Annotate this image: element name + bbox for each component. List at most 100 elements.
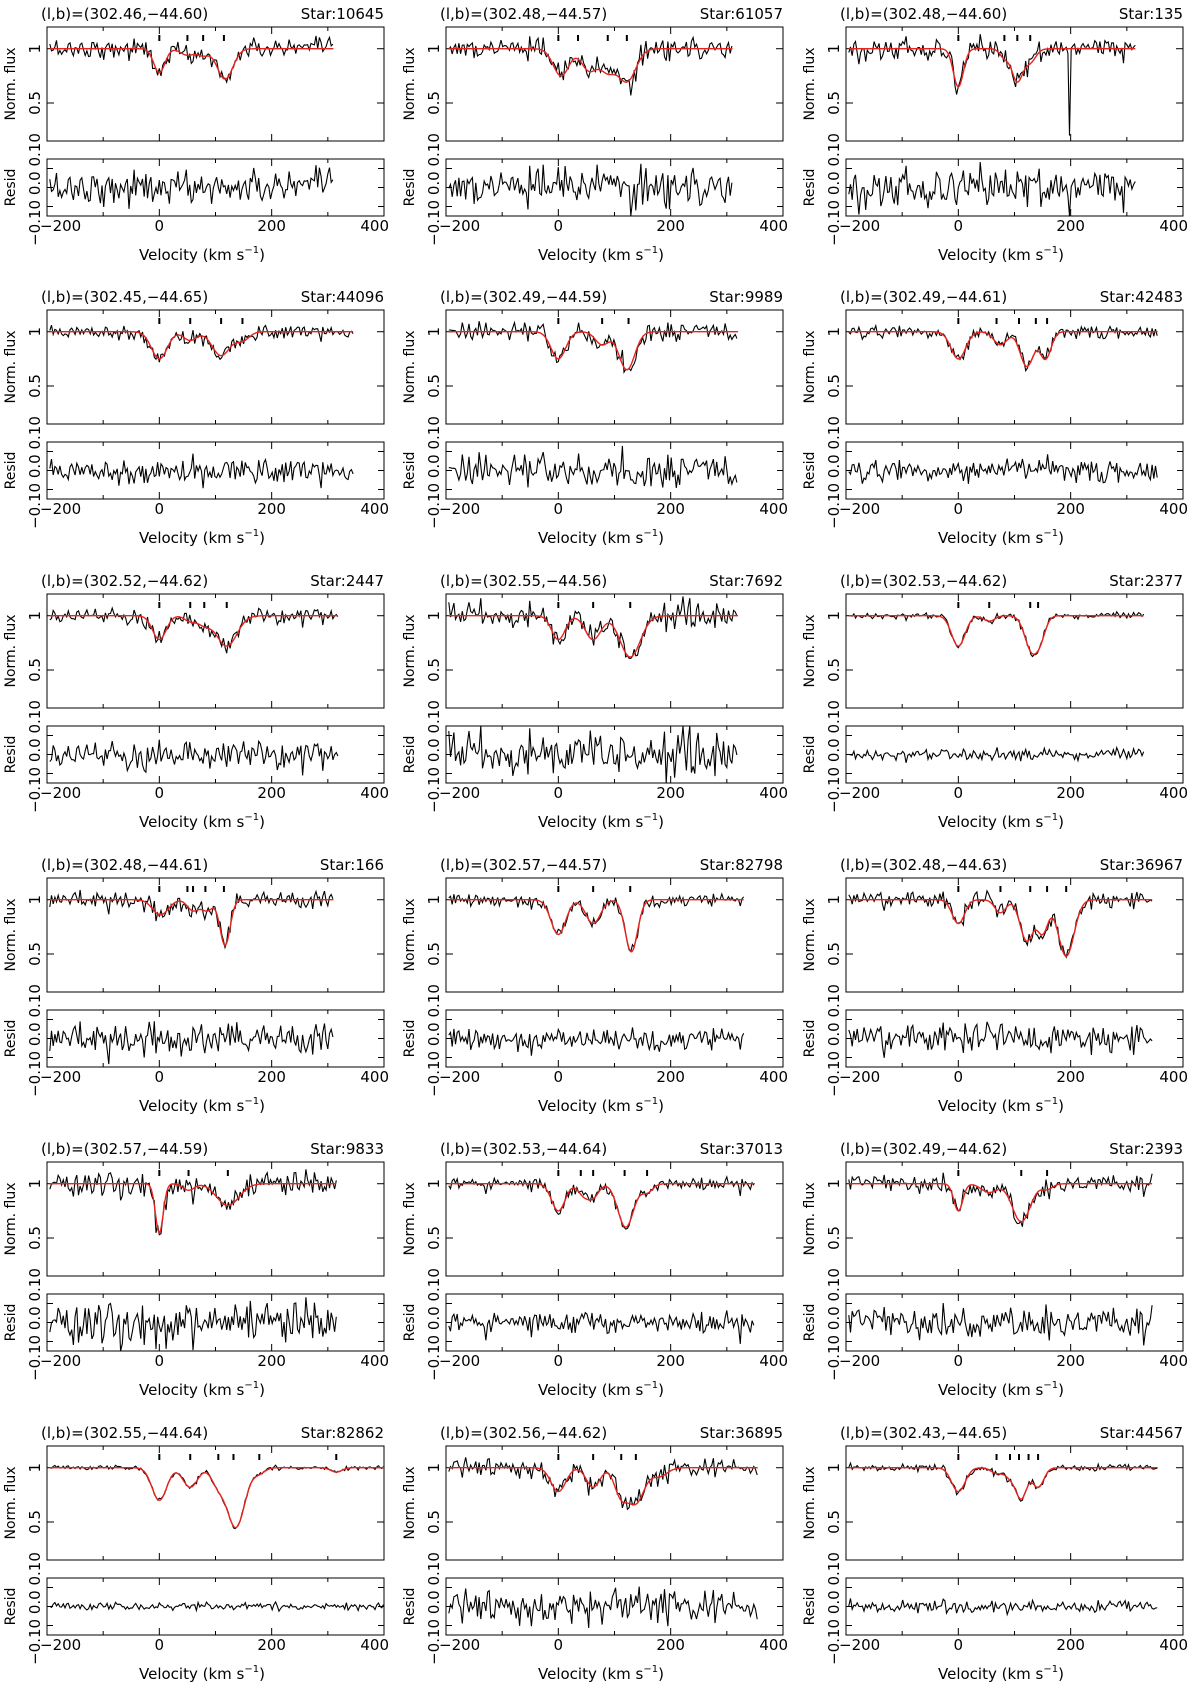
residual-tick-label: 0.0: [825, 1586, 843, 1615]
x-axis-label: Velocity (km s−1): [538, 1664, 664, 1683]
residual-tick-labels: −0.10 0.0 0.10: [825, 1552, 843, 1665]
spectrum-panel: (l,b)=(302.53,−44.64) Star:37013 1 0.5 −0.10…: [402, 1140, 788, 1399]
x-axis-label: Velocity (km s−1): [938, 1664, 1064, 1683]
residual-tick-label: 0.0: [425, 1302, 443, 1331]
x-tick-label: 400: [360, 1352, 389, 1370]
flux-data-line: [49, 1169, 337, 1236]
residual-line: [448, 725, 738, 784]
residual-tick-label: 0.10: [425, 984, 443, 1017]
flux-tick-label: 0.5: [425, 942, 443, 966]
panel-star-label: Star:61057: [700, 5, 783, 23]
x-tick-label: 0: [155, 217, 165, 235]
residual-tick-label: −0.10: [26, 1046, 44, 1097]
spectrum-panel: (l,b)=(302.48,−44.63) Star:36967 1 0.5 −0.10…: [802, 856, 1188, 1115]
x-tick-label: 400: [360, 500, 389, 518]
residual-axis-label: Resid: [802, 1588, 818, 1626]
residual-tick-labels: −0.10 0.0 0.10: [825, 133, 843, 246]
residual-axis-label: Resid: [3, 169, 19, 207]
residual-tick-label: 0.10: [26, 1552, 44, 1585]
flux-tick-label: 1: [825, 1179, 843, 1189]
residual-tick-label: 0.0: [825, 167, 843, 196]
x-tick-label: 400: [1159, 500, 1188, 518]
flux-panel-frame: [445, 593, 784, 709]
residual-tick-labels: −0.10 0.0 0.10: [825, 1268, 843, 1381]
x-tick-label: 0: [954, 1352, 964, 1370]
x-axis-label: Velocity (km s−1): [538, 528, 664, 547]
model-fit-line: [848, 615, 1144, 655]
residual-tick-label: −0.10: [26, 195, 44, 246]
x-tick-label: −200: [40, 784, 81, 802]
x-tick-label: 200: [257, 1636, 286, 1654]
x-tick-label: 400: [1159, 1068, 1188, 1086]
flux-tick-label: 0.5: [825, 374, 843, 398]
x-tick-label: −200: [439, 1068, 480, 1086]
panel-coords-label: (l,b)=(302.48,−44.57): [440, 5, 607, 23]
residual-axis-label: Resid: [402, 452, 418, 490]
x-tick-label: 0: [554, 784, 564, 802]
spectrum-panel: (l,b)=(302.46,−44.60) Star:10645 1 0.5 −0.10…: [3, 5, 389, 264]
flux-panel-frame: [46, 593, 385, 709]
flux-tick-label: 1: [425, 611, 443, 621]
x-tick-label: 200: [257, 784, 286, 802]
x-tick-label: 0: [155, 1352, 165, 1370]
x-axis-label: Velocity (km s−1): [938, 245, 1064, 264]
flux-panel-frame: [845, 309, 1184, 425]
x-tick-label: −200: [839, 1636, 880, 1654]
residual-tick-labels: −0.10 0.0 0.10: [26, 1552, 44, 1665]
x-axis-label: Velocity (km s−1): [139, 245, 265, 264]
flux-tick-label: 0.5: [825, 942, 843, 966]
flux-tick-label: 1: [425, 327, 443, 337]
residual-axis-label: Resid: [402, 736, 418, 774]
residual-tick-label: −0.10: [26, 762, 44, 813]
x-tick-label: 400: [360, 1068, 389, 1086]
x-tick-label: 200: [656, 217, 685, 235]
residual-tick-labels: −0.10 0.0 0.10: [425, 416, 443, 529]
residual-tick-labels: −0.10 0.0 0.10: [26, 416, 44, 529]
model-fit-line: [448, 899, 744, 953]
panel-coords-label: (l,b)=(302.49,−44.62): [840, 1140, 1007, 1158]
x-axis-label: Velocity (km s−1): [538, 1096, 664, 1115]
flux-tick-label: 0.5: [425, 1226, 443, 1250]
x-tick-label: 400: [759, 784, 788, 802]
x-tick-label: 200: [656, 500, 685, 518]
residual-tick-label: 0.0: [825, 1018, 843, 1047]
residual-axis-label: Resid: [802, 1020, 818, 1058]
residual-line: [49, 1021, 334, 1065]
flux-data-line: [448, 1175, 755, 1230]
x-tick-label: 200: [656, 1068, 685, 1086]
x-tick-label: 0: [954, 1068, 964, 1086]
x-tick-label: 400: [360, 217, 389, 235]
flux-axis-label: Norm. flux: [802, 614, 818, 687]
panel-star-label: Star:10645: [301, 5, 384, 23]
residual-axis-label: Resid: [802, 736, 818, 774]
x-tick-label: 0: [155, 1068, 165, 1086]
model-fit-line: [848, 899, 1153, 957]
residual-line: [448, 1586, 758, 1628]
flux-tick-label: 1: [26, 895, 44, 905]
residual-axis-label: Resid: [3, 452, 19, 490]
residual-tick-label: −0.10: [26, 1330, 44, 1381]
flux-panel-frame: [445, 309, 784, 425]
flux-panel-frame: [845, 1445, 1184, 1561]
x-tick-label: 400: [1159, 217, 1188, 235]
flux-axis-label: Norm. flux: [802, 898, 818, 971]
residual-line: [448, 163, 733, 217]
panel-coords-label: (l,b)=(302.57,−44.59): [41, 1140, 208, 1158]
model-fit-line: [49, 1182, 337, 1234]
residual-tick-labels: −0.10 0.0 0.10: [825, 416, 843, 529]
model-fit-line: [49, 615, 338, 647]
residual-tick-label: −0.10: [425, 1614, 443, 1665]
x-tick-label: 200: [656, 1352, 685, 1370]
x-tick-label: 200: [257, 500, 286, 518]
spectrum-panel: (l,b)=(302.57,−44.57) Star:82798 1 0.5 −0.10…: [402, 856, 788, 1115]
flux-axis-label: Norm. flux: [3, 47, 19, 120]
residual-line: [49, 1600, 384, 1613]
x-tick-label: 400: [360, 1636, 389, 1654]
panel-star-label: Star:9989: [709, 288, 783, 306]
panel-coords-label: (l,b)=(302.46,−44.60): [41, 5, 208, 23]
panel-coords-label: (l,b)=(302.48,−44.61): [41, 856, 208, 874]
flux-tick-label: 1: [825, 44, 843, 54]
model-fit-line: [49, 1466, 384, 1529]
x-tick-label: −200: [40, 1352, 81, 1370]
